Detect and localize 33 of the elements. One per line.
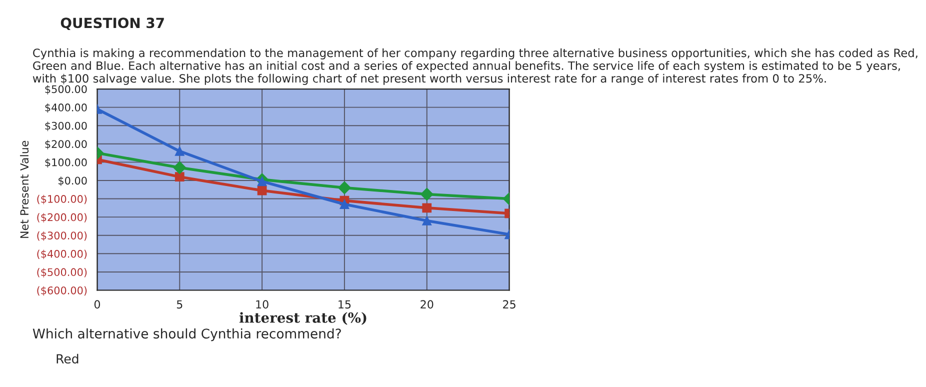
text: Red — [56, 354, 78, 364]
y-tick-label: $200.00 — [45, 140, 87, 150]
y-tick-label: ($300.00) — [37, 231, 87, 241]
point — [420, 188, 434, 201]
y-tick-label: $500.00 — [45, 85, 87, 94]
y-tick-label: $400.00 — [45, 103, 87, 113]
x-tick-label: 10 — [256, 300, 268, 309]
chart-subtitle: Cynthia is making a recommendation to the management of her company regarding three alternative business opportunities, which she has coded as Red, Green and Blue. Each alternative has an initial cost and a series of expected annual benefits. The service life of each system is estimated to be 5 years, with $100 salvage value. She plots the following chart of net present worth versus interest rate for a range of interest rates from 0 to 25%. — [32, 48, 918, 85]
x-tick-label: 20 — [420, 300, 434, 309]
point — [338, 181, 351, 194]
y-axis-title: Net Present Value — [20, 140, 29, 238]
y-tick-label: ($400.00) — [37, 250, 87, 260]
point — [422, 216, 432, 226]
x-tick-label: 25 — [503, 300, 516, 309]
y-tick-label: ($200.00) — [37, 213, 87, 223]
point — [173, 161, 186, 174]
x-tick-label: 15 — [338, 300, 351, 309]
point — [340, 200, 350, 209]
x-tick-label: 0 — [94, 300, 100, 309]
y-tick-label: $300.00 — [45, 122, 87, 132]
text: Which alternative should Cynthia recommend? — [32, 328, 341, 342]
point — [422, 203, 432, 213]
y-tick-label: ($600.00) — [37, 286, 87, 296]
chart-title: QUESTION 37 — [60, 18, 164, 30]
y-tick-label: $0.00 — [58, 176, 87, 186]
point — [257, 186, 267, 196]
point — [174, 146, 184, 156]
y-tick-label: ($100.00) — [37, 194, 87, 204]
x-tick-label: 5 — [176, 300, 182, 309]
x-axis-title: interest rate (%) — [239, 312, 366, 325]
y-tick-label: ($500.00) — [37, 268, 87, 278]
y-tick-label: $100.00 — [45, 158, 87, 168]
point — [174, 172, 184, 182]
